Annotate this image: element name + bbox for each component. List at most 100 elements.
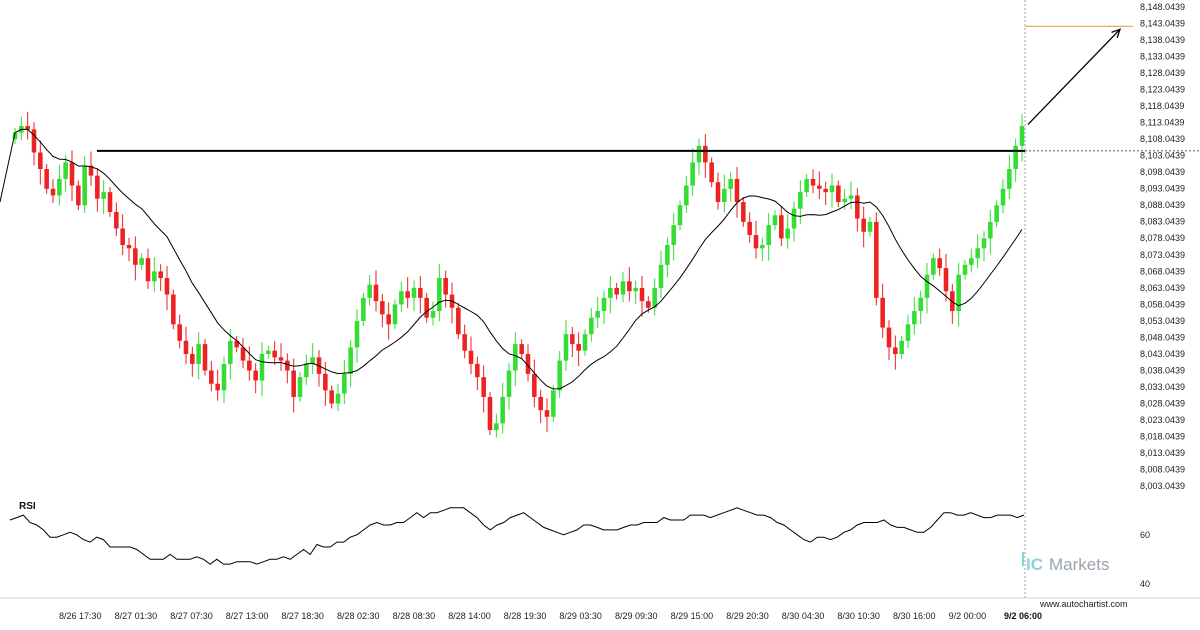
x-tick-label: 8/27 13:00: [226, 611, 269, 621]
candle-body: [506, 370, 512, 397]
candle-body: [418, 287, 423, 298]
y-tick-label: 8,103.0439: [1140, 151, 1185, 161]
candle-body: [912, 311, 917, 325]
candle-body: [101, 192, 106, 199]
y-tick-label: 8,143.0439: [1140, 19, 1185, 29]
candle-body: [411, 287, 417, 298]
candle-body: [221, 363, 227, 391]
candle-body: [962, 264, 968, 275]
candle-body: [905, 324, 911, 341]
candle-body: [266, 350, 271, 355]
candle-body: [741, 202, 746, 222]
candle-body: [253, 370, 258, 381]
candle-body: [139, 258, 144, 265]
y-tick-label: 8,048.0439: [1140, 332, 1185, 342]
candle-body: [684, 185, 689, 206]
candle-body: [481, 377, 486, 397]
candle-body: [1013, 145, 1018, 170]
x-axis: 8/26 17:30 8/27 01:30 8/27 07:30 8/27 13:00…: [59, 611, 1042, 621]
candle-body: [126, 244, 132, 249]
candle-body: [291, 370, 296, 397]
x-tick-label: 8/26 17:30: [59, 611, 102, 621]
candle-body: [899, 340, 904, 355]
candle-body: [285, 360, 290, 371]
candles: [12, 111, 1025, 438]
x-tick-label: 8/30 16:00: [893, 611, 936, 621]
candle-body: [424, 297, 429, 318]
candle-body: [399, 291, 404, 305]
candle-body: [589, 317, 594, 335]
candle-body: [646, 301, 651, 308]
rsi-line: [9, 507, 1025, 565]
candle-body: [943, 268, 949, 292]
candle-body: [120, 228, 125, 245]
candle-body: [785, 228, 790, 239]
rsi-tick-label: 60: [1140, 530, 1150, 540]
candle-body: [614, 287, 619, 295]
candle-body: [855, 195, 860, 219]
candle-body: [975, 248, 980, 259]
candle-body: [677, 205, 683, 226]
candle-body: [791, 208, 797, 229]
candle-body: [988, 221, 993, 239]
candle-body: [918, 297, 923, 312]
candle-body: [329, 390, 334, 404]
y-tick-label: 8,023.0439: [1140, 415, 1185, 425]
candle-body: [190, 354, 195, 364]
y-tick-label: 8,128.0439: [1140, 68, 1185, 78]
candle-body: [817, 185, 822, 189]
moving-average: [0, 128, 1023, 390]
candle-body: [1007, 169, 1012, 189]
y-tick-label: 8,003.0439: [1140, 481, 1185, 491]
candle-body: [519, 344, 524, 355]
rsi-title: RSI: [19, 501, 36, 512]
candle-body: [956, 274, 961, 312]
candle-body: [747, 221, 752, 236]
candle-body: [766, 225, 771, 245]
candle-body: [240, 347, 246, 361]
candle-body: [665, 244, 670, 265]
candle-body: [595, 311, 600, 318]
y-tick-label: 8,008.0439: [1140, 464, 1185, 474]
y-tick-label: 8,108.0439: [1140, 134, 1185, 144]
candle-body: [38, 152, 43, 170]
candle-body: [63, 162, 68, 179]
candle-body: [779, 215, 784, 239]
y-tick-label: 8,118.0439: [1140, 101, 1184, 111]
x-tick-label: 8/29 20:30: [726, 611, 769, 621]
candle-body: [158, 271, 163, 279]
candle-body: [297, 377, 303, 397]
candle-body: [1000, 188, 1006, 206]
candle-body: [405, 291, 410, 298]
candle-body: [703, 145, 708, 163]
candle-body: [753, 235, 759, 249]
candle-body: [570, 334, 575, 345]
candle-body: [861, 218, 866, 232]
candle-body: [658, 264, 664, 288]
candle-body: [44, 169, 49, 189]
candle-body: [842, 198, 847, 203]
candle-body: [475, 363, 480, 378]
candle-body: [12, 132, 18, 140]
candle-body: [278, 357, 284, 361]
candle-body: [323, 373, 328, 391]
candle-body: [443, 278, 448, 295]
candle-body: [361, 297, 366, 321]
candle-body: [874, 221, 879, 298]
candle-body: [513, 344, 518, 371]
candle-body: [880, 297, 885, 328]
candle-body: [133, 248, 138, 265]
pattern-levels: [97, 25, 1200, 152]
candle-body: [215, 383, 220, 391]
candle-body: [608, 287, 613, 298]
y-tick-label: 8,078.0439: [1140, 233, 1185, 243]
candle-body: [931, 258, 936, 275]
forecast-arrow-line: [1027, 28, 1121, 125]
candle-body: [620, 281, 626, 295]
candle-body: [209, 370, 214, 384]
x-tick-label: 8/30 04:30: [782, 611, 825, 621]
candle-body: [601, 297, 607, 312]
candle-body: [310, 357, 315, 364]
candle-body: [715, 182, 721, 203]
